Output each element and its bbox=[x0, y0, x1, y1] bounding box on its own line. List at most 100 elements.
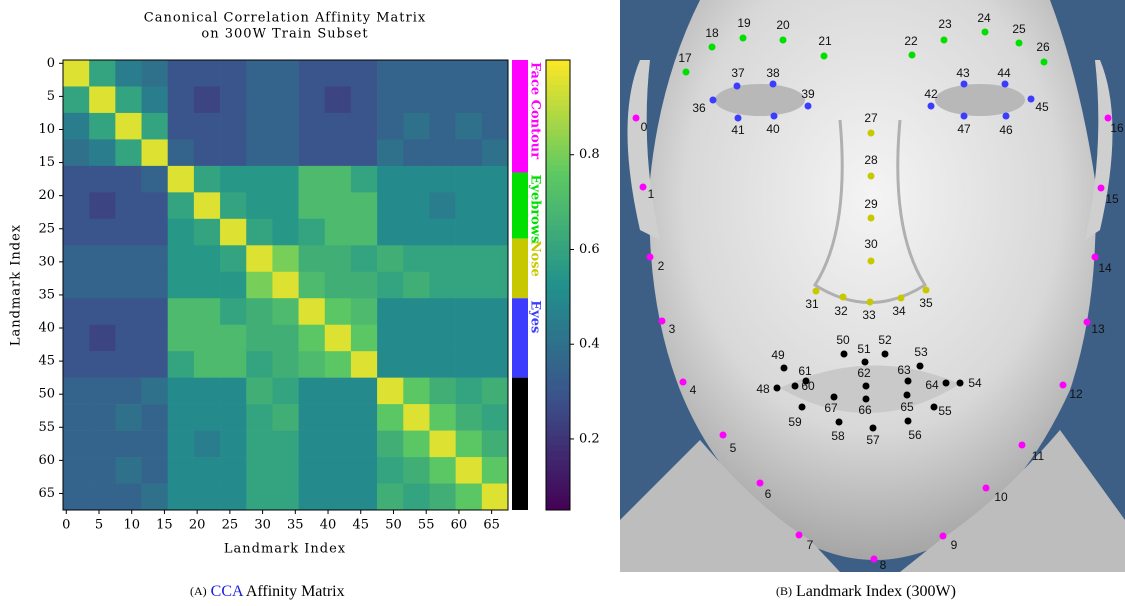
heatmap-cell bbox=[350, 430, 378, 458]
landmark-label: 48 bbox=[756, 382, 770, 396]
colorbar-step bbox=[546, 460, 570, 466]
caption-link[interactable]: CCA bbox=[211, 583, 244, 600]
heatmap-cell bbox=[377, 430, 404, 458]
colorbar-step bbox=[546, 430, 570, 436]
heatmap-cell bbox=[455, 298, 483, 326]
colorbar-step bbox=[546, 350, 570, 356]
heatmap-cell bbox=[193, 457, 221, 484]
landmark-label: 8 bbox=[880, 558, 887, 572]
heatmap-cell bbox=[167, 404, 195, 431]
heatmap-cell bbox=[403, 457, 430, 484]
heatmap-cell bbox=[167, 483, 195, 511]
heatmap-cell bbox=[193, 324, 221, 352]
colorbar-step bbox=[546, 75, 570, 81]
landmark-dot bbox=[956, 379, 964, 387]
heatmap-cell bbox=[220, 165, 247, 193]
y-tick-label: 20 bbox=[38, 188, 55, 203]
caption-b: (B) Landmark Index (300W) bbox=[776, 583, 956, 600]
landmark-dot bbox=[639, 183, 647, 191]
heatmap-cell bbox=[193, 430, 221, 458]
heatmap-cell bbox=[429, 483, 456, 511]
group-label: Eyebrows bbox=[528, 175, 543, 244]
group-band bbox=[512, 377, 528, 510]
group-label: Face Contour bbox=[528, 62, 543, 159]
heatmap-cell bbox=[141, 271, 169, 299]
landmark-label: 15 bbox=[1105, 192, 1119, 206]
colorbar-step bbox=[546, 180, 570, 186]
colorbar-step bbox=[546, 375, 570, 381]
landmark-dot bbox=[922, 286, 930, 294]
landmark-dot bbox=[870, 555, 878, 563]
group-label: Lips bbox=[528, 380, 543, 411]
colorbar-step bbox=[546, 370, 570, 376]
face bbox=[649, 0, 1096, 560]
heatmap-cell bbox=[377, 298, 404, 326]
heatmap-cell bbox=[324, 351, 352, 378]
colorbar-step bbox=[546, 445, 570, 451]
heatmap-cell bbox=[429, 298, 456, 326]
heatmap-cell bbox=[403, 245, 430, 273]
heatmap-cell bbox=[481, 298, 509, 326]
heatmap-cell bbox=[220, 271, 247, 299]
heatmap-cell bbox=[220, 404, 247, 431]
landmark-dot bbox=[1018, 441, 1026, 449]
landmark-dot bbox=[780, 364, 788, 372]
landmark-label: 21 bbox=[818, 34, 832, 48]
heatmap-cell bbox=[455, 404, 483, 431]
heatmap-cell bbox=[298, 298, 326, 326]
heatmap-cell bbox=[429, 245, 456, 273]
heatmap-cell bbox=[403, 430, 430, 458]
heatmap-cell bbox=[193, 218, 221, 246]
landmark-dot bbox=[1040, 58, 1048, 66]
landmark-label: 14 bbox=[1098, 261, 1112, 275]
colorbar-step bbox=[546, 110, 570, 116]
heatmap-cell bbox=[63, 430, 90, 458]
colorbar-step bbox=[546, 205, 570, 211]
heatmap-cell bbox=[324, 245, 352, 273]
heatmap-cell bbox=[481, 351, 509, 378]
heatmap-cell bbox=[63, 86, 90, 114]
heatmap-cell bbox=[350, 298, 378, 326]
landmark-label: 63 bbox=[897, 363, 911, 377]
heatmap-cell bbox=[167, 139, 195, 167]
heatmap-cell bbox=[220, 139, 247, 167]
landmark-dot bbox=[779, 36, 787, 44]
heatmap-cell bbox=[481, 139, 509, 167]
heatmap-cell bbox=[403, 377, 430, 405]
heatmap-cell bbox=[377, 377, 404, 405]
heatmap-cell bbox=[403, 218, 430, 246]
colorbar-step bbox=[546, 335, 570, 341]
colorbar-step bbox=[546, 500, 570, 506]
neck bbox=[620, 430, 1125, 572]
landmark-label: 22 bbox=[904, 34, 918, 48]
landmark-dot bbox=[802, 377, 810, 385]
colorbar-step bbox=[546, 255, 570, 261]
heatmap-cell bbox=[272, 271, 299, 299]
heatmap-cell bbox=[89, 60, 116, 87]
landmark-dot bbox=[1083, 318, 1091, 326]
heatmap-cell bbox=[115, 351, 142, 378]
colorbar-step bbox=[546, 325, 570, 331]
colorbar-step bbox=[546, 280, 570, 286]
colorbar-step bbox=[546, 85, 570, 91]
heatmap-cell bbox=[63, 483, 90, 511]
heatmap-cell bbox=[377, 457, 404, 484]
landmark-dot bbox=[791, 382, 799, 390]
heatmap-cell bbox=[272, 351, 299, 378]
colorbar-step bbox=[546, 285, 570, 291]
heatmap-cell bbox=[193, 351, 221, 378]
colorbar-step bbox=[546, 455, 570, 461]
heatmap-cell bbox=[246, 483, 273, 511]
heatmap-cell bbox=[350, 218, 378, 246]
x-tick-label: 35 bbox=[287, 518, 304, 533]
landmark-dot bbox=[773, 384, 781, 392]
colorbar-step bbox=[546, 320, 570, 326]
x-tick-label: 65 bbox=[483, 518, 500, 533]
heatmap-cell bbox=[481, 404, 509, 431]
landmark-dot bbox=[908, 51, 916, 59]
heatmap-cell bbox=[115, 192, 142, 220]
heatmap-cell bbox=[324, 298, 352, 326]
heatmap-cell bbox=[246, 430, 273, 458]
heatmap-cell bbox=[429, 192, 456, 220]
landmark-label: 27 bbox=[864, 111, 878, 125]
